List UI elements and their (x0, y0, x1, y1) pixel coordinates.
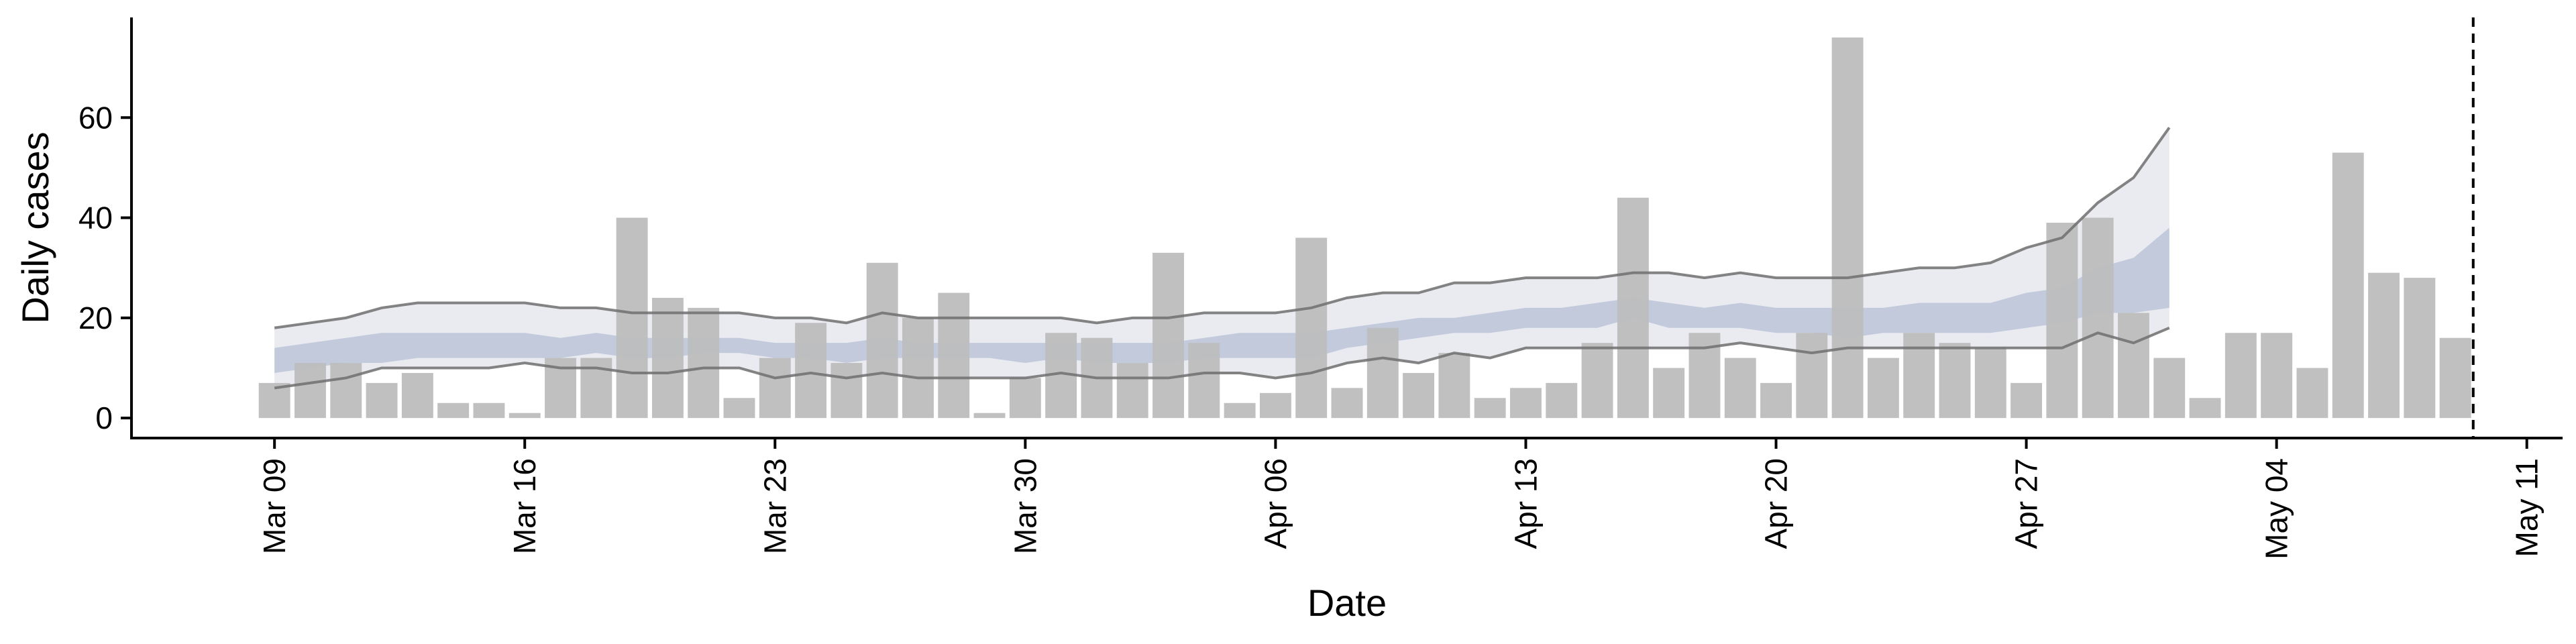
axes: 0 20 40 60 Mar 09 Mar 16 Mar 23 Mar 30 Apr 06 Apr… (78, 17, 2563, 559)
bar-2020-03-11 (330, 363, 362, 419)
bar-2020-04-19 (1724, 358, 1756, 419)
x-tick-label-2020-04-20: Apr 20 (1759, 458, 1794, 549)
bar-2020-05-05 (2296, 368, 2328, 419)
bar-2020-03-23 (759, 358, 791, 419)
forecast-bands (274, 127, 2169, 388)
bar-2020-04-20 (1760, 382, 1792, 419)
bar-2020-03-30 (1009, 378, 1041, 419)
bar-2020-03-26 (866, 262, 898, 419)
bar-2020-03-12 (366, 382, 398, 419)
x-tick-label-2020-03-16: Mar 16 (507, 458, 542, 554)
bar-2020-05-02 (2189, 398, 2221, 419)
bar-2020-03-22 (723, 398, 755, 419)
bar-2020-03-09 (258, 382, 290, 419)
y-tick-label-40: 40 (78, 201, 113, 235)
y-tick-label-20: 20 (78, 301, 113, 335)
bar-2020-04-11 (1438, 353, 1470, 419)
forecast-inner-band (274, 227, 2169, 373)
bar-2020-04-25 (1939, 343, 1971, 419)
bar-2020-03-14 (437, 402, 470, 419)
x-axis-title: Date (1307, 582, 1387, 624)
bar-2020-03-16 (508, 413, 541, 419)
bar-2020-04-06 (1259, 392, 1291, 419)
bar-2020-05-07 (2368, 272, 2400, 419)
x-tick-label-2020-04-06: Apr 06 (1258, 458, 1293, 549)
x-tick-label-2020-05-04: May 04 (2259, 458, 2294, 559)
x-tick-label-2020-03-23: Mar 23 (757, 458, 792, 554)
bar-2020-03-20 (651, 298, 684, 419)
bar-2020-04-08 (1331, 388, 1363, 419)
bar-2020-04-16 (1617, 197, 1649, 419)
bar-2020-04-13 (1510, 388, 1542, 419)
bar-2020-04-22 (1831, 37, 1864, 419)
x-tick-label-2020-05-11: May 11 (2510, 458, 2544, 557)
x-tick-label-2020-04-27: Apr 27 (2009, 458, 2044, 549)
bar-2020-03-15 (473, 402, 505, 419)
bar-2020-04-27 (2010, 382, 2043, 419)
bar-2020-04-14 (1546, 382, 1578, 419)
bar-2020-05-08 (2404, 278, 2436, 419)
bar-2020-04-12 (1474, 398, 1506, 419)
x-tick-label-2020-03-30: Mar 30 (1008, 458, 1042, 554)
bar-2020-03-28 (938, 292, 970, 419)
bar-2020-03-29 (973, 413, 1006, 419)
bar-2020-04-07 (1295, 237, 1328, 419)
x-tick-label-2020-03-09: Mar 09 (257, 458, 292, 554)
x-tick-label-2020-04-13: Apr 13 (1508, 458, 1543, 549)
bar-2020-04-04 (1188, 343, 1220, 419)
forecast-bound-lines (274, 127, 2171, 390)
bar-2020-03-25 (830, 363, 863, 419)
bar-2020-05-09 (2439, 337, 2471, 419)
bar-2020-04-26 (1974, 347, 2006, 419)
bar-2020-04-30 (2118, 313, 2149, 419)
bar-2020-04-10 (1403, 372, 1435, 419)
bar-2020-03-24 (795, 323, 827, 419)
lower-bound-line (274, 326, 2170, 390)
bar-2020-05-06 (2332, 152, 2364, 419)
bar-2020-03-19 (616, 217, 648, 419)
bar-2020-05-03 (2224, 333, 2257, 419)
bar-2020-04-21 (1796, 333, 1828, 419)
bar-2020-03-10 (294, 363, 326, 419)
y-tick-label-0: 0 (95, 400, 113, 435)
bar-2020-04-03 (1152, 252, 1184, 419)
upper-bound-line (274, 127, 2171, 329)
bar-2020-03-21 (688, 307, 720, 419)
bar-2020-04-17 (1653, 368, 1685, 419)
bar-2020-03-13 (401, 372, 433, 419)
bar-2020-05-01 (2153, 358, 2186, 419)
bar-2020-04-23 (1867, 358, 1899, 419)
bar-2020-04-02 (1116, 363, 1148, 419)
bar-2020-04-15 (1581, 343, 1613, 419)
y-tick-label-60: 60 (78, 100, 113, 135)
bar-2020-03-27 (902, 317, 934, 419)
bar-2020-04-09 (1366, 327, 1399, 419)
bar-2020-04-24 (1903, 333, 1935, 419)
y-axis-title: Daily cases (14, 131, 56, 323)
bar-2020-05-04 (2261, 333, 2293, 419)
bar-2020-04-29 (2082, 217, 2114, 419)
bar-2020-04-28 (2046, 223, 2078, 419)
bar-2020-04-05 (1224, 402, 1256, 419)
